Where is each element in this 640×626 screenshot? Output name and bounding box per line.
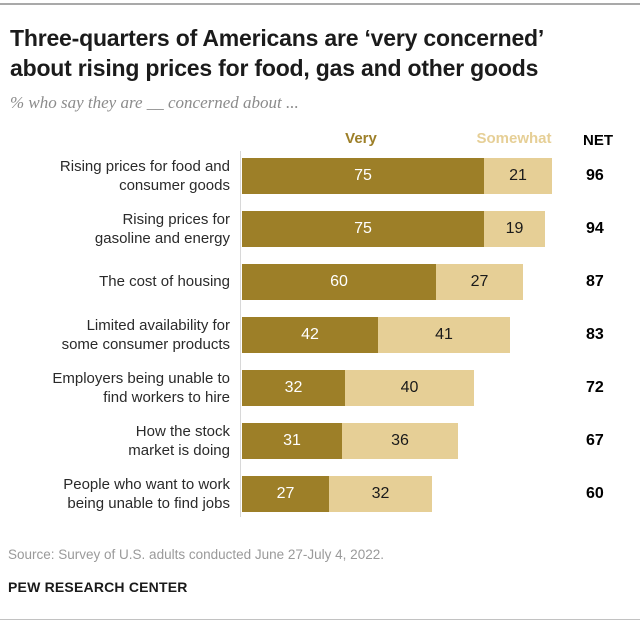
chart-row: Rising prices for food and consumer good… <box>0 158 640 194</box>
top-divider <box>0 3 640 5</box>
legend-very-label: Very <box>345 129 377 147</box>
net-value: 96 <box>586 166 604 184</box>
category-label: The cost of housing <box>99 273 230 291</box>
bar-segment-somewhat: 41 <box>378 316 510 353</box>
bar-segment-somewhat: 40 <box>345 369 474 406</box>
net-value: 87 <box>586 272 604 290</box>
value-label-somewhat: 27 <box>470 272 489 290</box>
net-value: 72 <box>586 378 604 396</box>
chart-row: Rising prices for gasoline and energy 75 1… <box>0 211 640 247</box>
net-value: 67 <box>586 431 604 449</box>
legend-net-label: NET <box>583 131 613 149</box>
page-title: Three-quarters of Americans are ‘very co… <box>10 25 545 81</box>
value-label-very: 32 <box>284 378 303 396</box>
value-label-somewhat: 21 <box>509 166 527 184</box>
chart-row: Limited availability for some consumer p… <box>0 317 640 353</box>
bar-segment-somewhat: 21 <box>484 157 552 194</box>
chart-row: How the stock market is doing 31 36 67 <box>0 423 640 459</box>
page-subtitle: % who say they are __ concerned about ..… <box>10 92 299 112</box>
bar-segment-somewhat: 19 <box>484 210 545 247</box>
bar-segment-somewhat: 32 <box>329 475 432 512</box>
value-label-very: 75 <box>354 219 372 237</box>
bar-segment-somewhat: 36 <box>342 422 458 459</box>
bar-segment-very: 75 <box>242 157 484 194</box>
bar-area: 75 21 <box>242 157 558 194</box>
value-label-somewhat: 36 <box>391 431 409 449</box>
bottom-divider <box>0 619 640 620</box>
bar-area: 32 40 <box>242 369 558 406</box>
value-label-very: 60 <box>330 272 348 290</box>
value-label-somewhat: 40 <box>400 378 419 396</box>
category-label: How the stock market is doing <box>128 422 230 459</box>
bar-area: 75 19 <box>242 210 558 247</box>
source-note: Source: Survey of U.S. adults conducted … <box>8 547 384 562</box>
bar-area: 42 41 <box>242 316 558 353</box>
value-label-very: 42 <box>301 325 319 343</box>
bar-area: 31 36 <box>242 422 558 459</box>
net-value: 60 <box>586 484 604 502</box>
chart-rows: Rising prices for food and consumer good… <box>0 150 640 517</box>
value-label-very: 31 <box>283 431 301 449</box>
chart-row: Employers being unable to find workers t… <box>0 370 640 406</box>
bar-area: 27 32 <box>242 475 558 512</box>
chart-legend: Very Somewhat NET <box>0 129 640 149</box>
legend-somewhat-label: Somewhat <box>476 129 552 147</box>
chart-row: People who want to work being unable to … <box>0 476 640 512</box>
value-label-somewhat: 41 <box>435 325 453 343</box>
bar-segment-very: 42 <box>242 316 378 353</box>
category-label: Limited availability for some consumer p… <box>61 316 230 353</box>
category-label: Employers being unable to find workers t… <box>52 369 230 406</box>
category-label: Rising prices for gasoline and energy <box>94 210 230 247</box>
brand-footer: PEW RESEARCH CENTER <box>8 579 188 595</box>
value-label-somewhat: 19 <box>505 219 524 237</box>
value-label-very: 27 <box>276 484 295 502</box>
bar-segment-very: 31 <box>242 422 342 459</box>
value-label-very: 75 <box>354 166 372 184</box>
bar-segment-somewhat: 27 <box>436 263 523 300</box>
bar-segment-very: 75 <box>242 210 484 247</box>
bar-segment-very: 32 <box>242 369 345 406</box>
chart-row: The cost of housing 60 27 87 <box>0 263 640 300</box>
category-label: Rising prices for food and consumer good… <box>59 157 230 194</box>
category-label: People who want to work being unable to … <box>63 475 230 512</box>
bar-segment-very: 27 <box>242 475 329 512</box>
bar-segment-very: 60 <box>242 263 436 300</box>
net-value: 94 <box>586 219 604 237</box>
value-label-somewhat: 32 <box>371 484 390 502</box>
bar-area: 60 27 <box>242 263 558 300</box>
axis-baseline <box>240 150 241 517</box>
net-value: 83 <box>586 325 604 343</box>
